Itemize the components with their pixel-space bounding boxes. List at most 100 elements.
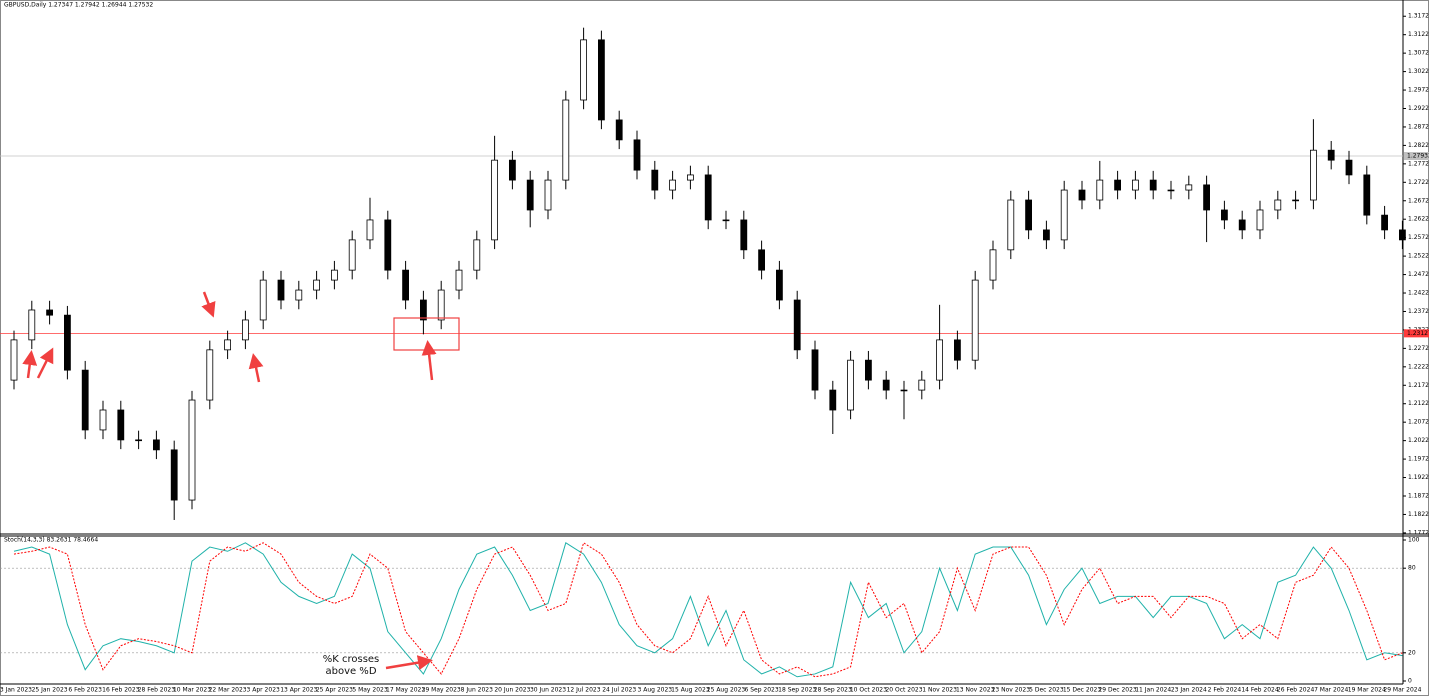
stoch-title: Stoch(14,3,3) 83.2631 78.4664 [4,537,98,544]
candle-body [811,349,819,391]
candle-body [1310,149,1317,201]
candle-body [1149,179,1157,191]
candle-body [170,449,178,501]
y-tick-label: 1.23720 [1408,308,1429,315]
plot: 1.17720 1.18220 1.18720 1.19220 1.19720 1.202… [0,13,1429,694]
y-tick-label: 1.24720 [1408,271,1429,278]
candle-body [330,269,338,281]
candle-body [81,369,89,431]
y-tick-label: 1.26220 [1408,216,1429,223]
y-tick-label: 1.22720 [1408,345,1429,352]
x-tick-label: 13 Apr 2023 [280,687,317,694]
y-tick-label: 1.30720 [1408,50,1429,57]
y-tick-label: 1.29720 [1408,87,1429,94]
candle-body [776,269,783,301]
candle-body [1381,214,1388,231]
x-tick-label: 29 Mar 2024 [1383,687,1421,694]
y-tick-label: 80 [1408,565,1416,572]
y-tick-label: 1.24220 [1408,290,1429,297]
y-tick-label: 1.28220 [1408,142,1429,149]
x-tick-label: 26 Feb 2024 [1277,687,1315,694]
x-tick-label: 23 Nov 2023 [992,687,1031,694]
candle-body [152,439,160,451]
x-tick-label: 2 Feb 2024 [1208,687,1242,694]
candle-body [651,169,659,191]
x-tick-label: 10 Mar 2023 [173,687,211,694]
candle-body [758,249,765,271]
candle-body [1043,229,1050,241]
y-tick-label: 1.26720 [1408,197,1429,204]
candle-body [419,299,427,321]
y-tick-label: 1.20720 [1408,419,1429,426]
candle-body [473,239,481,271]
candle-body [402,269,410,301]
candle-body [1078,189,1086,201]
candle-body [1345,159,1353,176]
candle-body [971,279,979,361]
y-tick-label: 1.25720 [1408,234,1429,241]
candle-body [687,174,694,181]
candle-body [918,379,926,391]
x-tick-label: 6 Feb 2023 [68,687,102,694]
price-label: 1.23127 [1407,330,1429,337]
candle-body [598,39,605,121]
x-tick-label: 24 Jul 2023 [602,687,636,694]
x-tick-label: 29 May 2023 [422,687,461,694]
candle-body [989,249,997,281]
candle-body [1221,209,1228,221]
arrow [385,655,433,671]
candle-body [633,139,641,171]
x-tick-label: 3 Aug 2023 [637,687,672,694]
candle-body [455,269,463,291]
price-label-box [1404,329,1429,338]
candle-body [900,389,908,392]
x-tick-label: 13 Nov 2023 [956,687,995,694]
candle-body [526,179,534,211]
x-tick-label: 25 Apr 2023 [316,687,353,694]
x-tick-label: 7 Mar 2024 [1314,687,1348,694]
candle-body [1025,199,1032,231]
y-tick-label: 1.19720 [1408,456,1429,463]
x-tick-label: 28 Feb 2023 [138,687,176,694]
y-tick-label: 1.19220 [1408,474,1429,481]
y-tick-label: 1.21220 [1408,400,1429,407]
candle-body [366,219,374,241]
y-tick-label: 1.28720 [1408,123,1429,130]
candle-body [1327,149,1335,161]
x-tick-label: 11 Jan 2024 [1135,687,1171,694]
highlight-box [393,317,460,351]
candle-body [847,359,854,411]
candle-body [669,179,676,191]
x-tick-label: 30 Jun 2023 [530,687,566,694]
candle-body [437,289,445,321]
arrow [22,350,38,379]
x-tick-label: 6 Sep 2023 [744,687,778,694]
candle-body [206,349,214,401]
x-tick-label: 5 Dec 2023 [1029,687,1064,694]
x-tick-label: 20 Oct 2023 [885,687,922,694]
arrows [22,291,437,671]
y-tick-label: 1.29220 [1408,105,1429,112]
candle-body [722,219,730,222]
candle-body [99,409,107,431]
x-tick-label: 15 Dec 2023 [1063,687,1102,694]
candle-body [1132,179,1139,191]
candle-body [1256,209,1264,231]
x-tick-label: 19 Mar 2024 [1348,687,1386,694]
candle-body [1399,229,1406,241]
x-tick-label: 23 Jan 2024 [1171,687,1207,694]
candle-body [135,439,143,442]
arrow [36,347,54,379]
y-tick-label: 1.18220 [1408,511,1429,518]
y-tick-label: 1.31720 [1408,13,1429,20]
x-tick-label: 5 May 2023 [352,687,387,694]
x-tick-label: 25 Aug 2023 [707,687,746,694]
candle-body [1292,199,1299,202]
candle-body [865,359,872,381]
x-tick-label: 25 Jan 2023 [32,687,68,694]
x-tick-label: 10 Oct 2023 [850,687,887,694]
candle-body [829,389,837,411]
